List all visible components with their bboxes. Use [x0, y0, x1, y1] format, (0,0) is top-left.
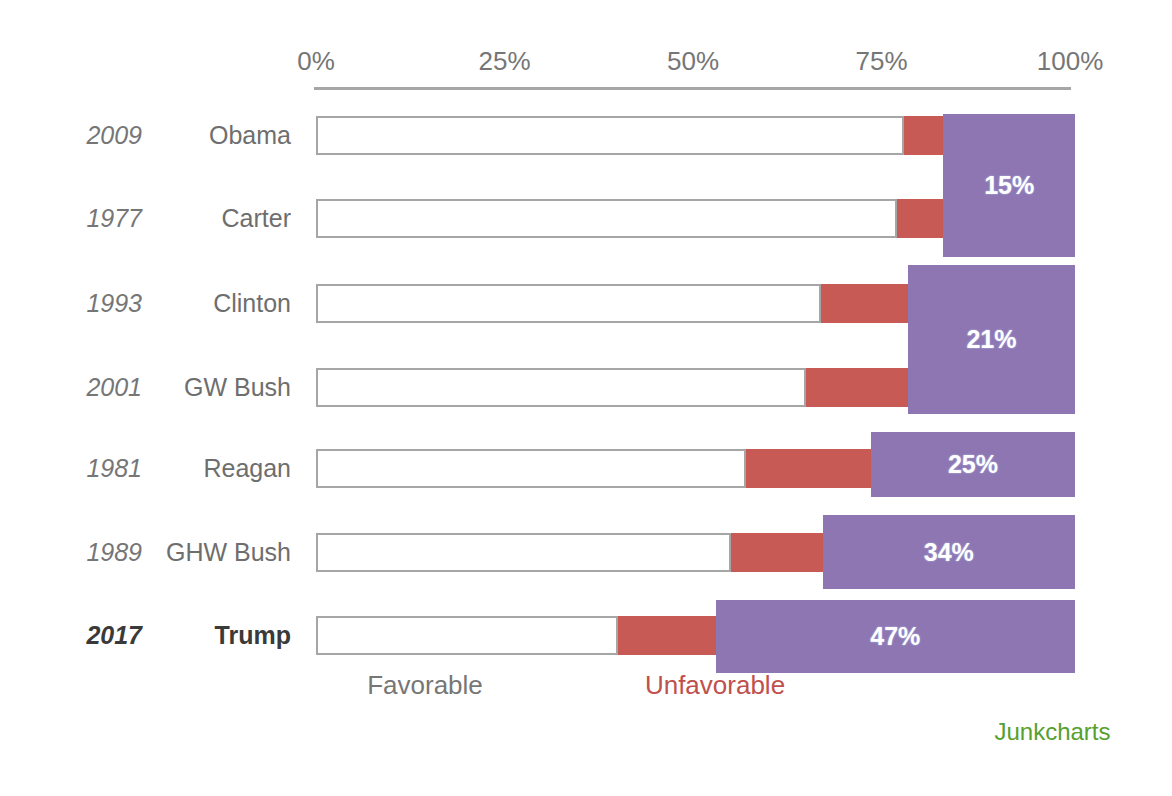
x-axis-tick: 100% [1010, 46, 1130, 76]
x-axis-tick: 75% [822, 46, 942, 76]
unfavorable-block: 47% [716, 600, 1075, 673]
favorable-bar [316, 616, 618, 655]
president-label: Clinton [110, 288, 291, 318]
unfavorable-block: 34% [823, 515, 1075, 589]
unfavorable-value-label: 25% [948, 450, 998, 479]
legend-favorable-label: Favorable [330, 670, 520, 701]
favorable-bar [316, 449, 746, 488]
junkcharts-signature: Junkcharts [990, 718, 1115, 746]
favorable-bar [316, 368, 806, 407]
x-axis-tick: 0% [256, 46, 376, 76]
favorable-bar [316, 284, 821, 323]
unfavorable-block: 15% [943, 114, 1075, 257]
unfavorable-overlap-segment [618, 616, 716, 655]
favorable-bar [316, 199, 897, 238]
favorable-bar [316, 116, 904, 155]
president-label: GW Bush [110, 372, 291, 402]
unfavorable-overlap-segment [746, 449, 871, 488]
unfavorable-overlap-segment [897, 199, 944, 238]
president-label: GHW Bush [110, 537, 291, 567]
president-label: Carter [110, 203, 291, 233]
unfavorable-block: 21% [908, 265, 1075, 414]
president-label: Reagan [110, 453, 291, 483]
unfavorable-overlap-segment [806, 368, 908, 407]
chart-canvas: 0%25%50%75%100% 2009Obama1977Carter1993C… [0, 0, 1172, 796]
x-axis-tick: 50% [633, 46, 753, 76]
legend-unfavorable-label: Unfavorable [615, 670, 815, 701]
unfavorable-value-label: 34% [924, 538, 974, 567]
unfavorable-value-label: 15% [984, 171, 1034, 200]
unfavorable-value-label: 21% [966, 325, 1016, 354]
president-label: Trump [110, 620, 291, 650]
unfavorable-overlap-segment [731, 533, 823, 572]
favorable-bar [316, 533, 731, 572]
x-axis-line [314, 87, 1071, 90]
unfavorable-overlap-segment [904, 116, 943, 155]
x-axis-tick: 25% [445, 46, 565, 76]
unfavorable-value-label: 47% [870, 622, 920, 651]
unfavorable-block: 25% [871, 432, 1075, 497]
unfavorable-overlap-segment [821, 284, 908, 323]
president-label: Obama [110, 120, 291, 150]
